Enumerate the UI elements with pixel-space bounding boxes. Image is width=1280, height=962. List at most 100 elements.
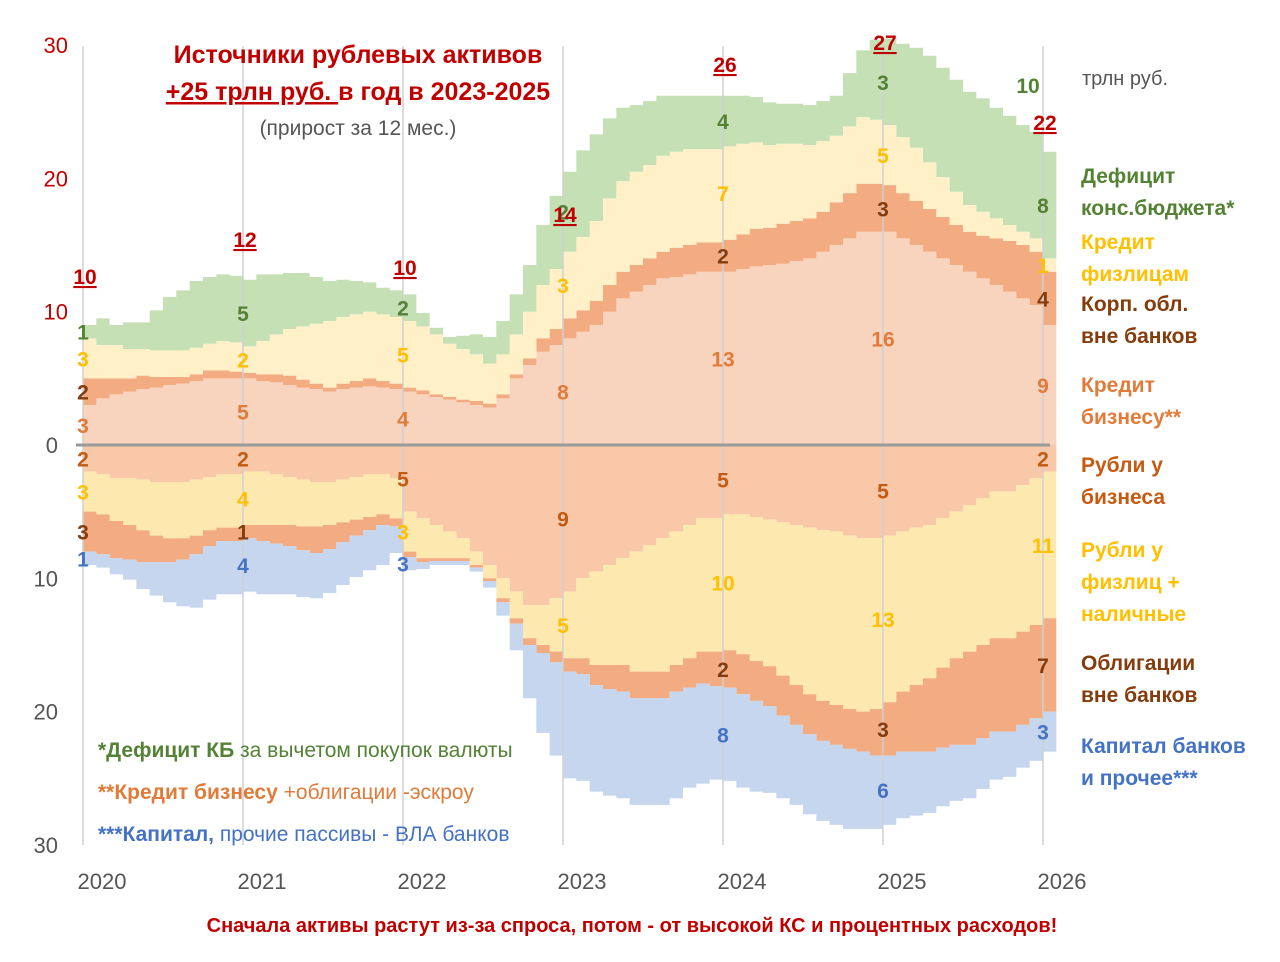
subtitle-rest: в год в 2023-2025: [338, 78, 550, 106]
legend-item: Кредит физлицам: [1081, 231, 1189, 286]
total-label-2024: 26: [713, 54, 736, 77]
segment-value-label: 7: [717, 183, 729, 206]
segment-value-label: 1: [1037, 255, 1049, 278]
segment-value-label: 2: [77, 382, 89, 405]
segment-value-label: 1: [77, 322, 89, 345]
x-tick-label: 2026: [1038, 869, 1087, 894]
legend-item: Корп. обл. вне банков: [1081, 293, 1198, 348]
legend-item: Капитал банков и прочее***: [1081, 735, 1246, 790]
segment-value-label: 13: [871, 609, 894, 632]
legend: Дефицит конс.бюджета* Кредит физлицам Корп. …: [1081, 165, 1246, 790]
segment-value-label: 4: [1037, 288, 1049, 311]
y-tick-label: 20: [44, 166, 68, 191]
area-source-1: [83, 183, 1057, 408]
segment-value-label: 3: [77, 482, 89, 505]
x-tick-label: 2020: [78, 869, 127, 894]
x-tick-label: 2022: [398, 869, 447, 894]
segment-value-label: 5: [717, 470, 729, 493]
segment-value-label: 2: [557, 202, 569, 225]
segment-value-label: 3: [557, 275, 569, 298]
footnotes: *Дефицит КБ за вычетом покупок валюты **К…: [98, 739, 513, 846]
footnote: **Кредит бизнесу +облигации -эскроу: [98, 781, 474, 804]
segment-value-label: 4: [717, 111, 729, 134]
stacked-areas: [83, 38, 1057, 829]
segment-value-label: 4: [397, 408, 409, 431]
segment-value-label: 8: [557, 382, 569, 405]
segment-value-label: 11: [1032, 535, 1055, 558]
segment-value-label: 5: [237, 303, 249, 326]
segment-value-label: 5: [557, 615, 569, 638]
y-tick-label: 20: [34, 700, 58, 725]
area-use-2: [83, 511, 1057, 756]
segment-value-label: 16: [871, 328, 894, 351]
chart-subtitle2: (прирост за 12 мес.): [260, 117, 457, 140]
segment-value-label: 1: [77, 548, 89, 571]
segment-value-label: 3: [397, 554, 409, 577]
area-use-1: [83, 471, 1057, 712]
footnote: ***Капитал, прочие пассивы - ВЛА банков: [98, 823, 509, 846]
legend-item: Рубли у физлиц + наличные: [1081, 539, 1186, 626]
segment-value-label: 3: [77, 522, 89, 545]
segment-value-label: 3: [77, 348, 89, 371]
segment-value-label: 5: [237, 402, 249, 425]
chart-title: Источники рублевых активов: [174, 41, 543, 69]
segment-value-label: 4: [237, 555, 249, 578]
segment-value-label: 3: [877, 72, 889, 95]
segment-value-label: 8: [717, 724, 729, 747]
segment-value-label: 3: [397, 522, 409, 545]
segment-value-label: 2: [237, 448, 249, 471]
segment-value-label: 1: [237, 522, 249, 545]
segment-value-label: 5: [397, 468, 409, 491]
legend-item: Рубли у бизнеса: [1081, 454, 1165, 509]
segment-value-label: 2: [77, 448, 89, 471]
segment-value-label: 3: [877, 719, 889, 742]
y-tick-label: 10: [34, 566, 58, 591]
unit-label: трлн руб.: [1082, 68, 1168, 90]
segment-value-label: 2: [1037, 448, 1049, 471]
legend-item: Облигации вне банков: [1081, 652, 1198, 707]
total-label-2026: 22: [1033, 112, 1056, 135]
area-use-3: [83, 524, 1057, 829]
grid: [76, 46, 1050, 845]
segment-value-label: 5: [877, 145, 889, 168]
x-tick-label: 2023: [558, 869, 607, 894]
y-tick-label: 30: [34, 833, 58, 858]
segment-value-label: 2: [717, 659, 729, 682]
chart-subtitle: +25 трлн руб. в год в 2023-2025: [166, 78, 550, 106]
legend-item: Кредит бизнесу**: [1081, 374, 1182, 429]
footnote: *Дефицит КБ за вычетом покупок валюты: [98, 739, 513, 762]
y-axis: 30 20 10 0 10 20 30: [34, 33, 68, 858]
segment-value-label: 8: [1037, 195, 1049, 218]
segment-value-label: 5: [877, 480, 889, 503]
segment-value-label: 2: [237, 350, 249, 373]
segment-value-label: 2: [397, 298, 409, 321]
segment-value-label: 13: [711, 348, 734, 371]
segment-value-label: 7: [1037, 655, 1049, 678]
area-source-2: [83, 117, 1057, 404]
total-label-2023: 14: [553, 204, 577, 227]
data-labels: 3231525452832132741635394182331241453395…: [77, 72, 1054, 803]
segment-value-label: 4: [237, 488, 249, 511]
y-tick-label: 30: [44, 33, 68, 58]
segment-value-label: 3: [1037, 722, 1049, 745]
segment-value-label: 5: [397, 344, 409, 367]
segment-value-label: 9: [1037, 375, 1049, 398]
total-label-2020: 10: [73, 266, 96, 289]
segment-value-label: 3: [77, 415, 89, 438]
segment-value-label: 2: [717, 246, 729, 269]
x-axis: 2020 2021 2022 2023 2024 2025 2026: [78, 869, 1087, 894]
x-tick-label: 2024: [718, 869, 767, 894]
footer-text: Сначала активы растут из-за спроса, пото…: [207, 915, 1058, 937]
area-use-0: [83, 445, 1057, 605]
deficit-2025-label: 10: [1016, 75, 1039, 98]
segment-value-label: 10: [711, 572, 734, 595]
segment-value-label: 9: [557, 508, 569, 531]
area-source-3: [83, 38, 1057, 364]
segment-value-label: 6: [877, 780, 889, 803]
total-label-2025: 27: [873, 32, 896, 55]
total-label-2022: 10: [393, 257, 416, 280]
subtitle-underlined: +25 трлн руб.: [166, 78, 338, 106]
x-tick-label: 2021: [238, 869, 287, 894]
